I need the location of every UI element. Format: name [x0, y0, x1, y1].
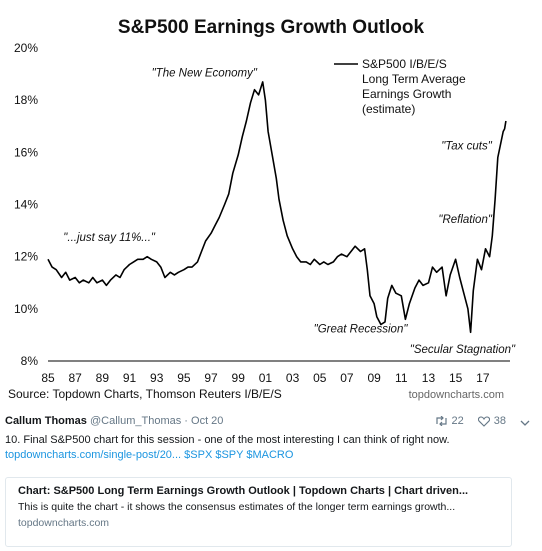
tweet: Callum Thomas @Callum_Thomas · Oct 20 22…	[0, 405, 542, 551]
retweet-button[interactable]: 22	[435, 415, 464, 427]
y-tick-label: 16%	[14, 145, 38, 159]
heart-icon	[477, 415, 490, 427]
x-tick-label: 11	[395, 371, 408, 385]
legend-line: Long Term Average	[362, 72, 466, 86]
x-tick-label: 15	[449, 371, 463, 385]
author-handle[interactable]: @Callum_Thomas	[89, 415, 182, 427]
more-button[interactable]	[520, 417, 530, 429]
chart-annotation: "Secular Stagnation"	[410, 344, 516, 356]
chart-annotation: "The New Economy"	[152, 68, 258, 80]
x-tick-label: 93	[150, 371, 164, 385]
y-tick-label: 10%	[14, 302, 38, 316]
y-tick-label: 14%	[14, 198, 38, 212]
tweet-date[interactable]: Oct 20	[191, 415, 224, 427]
x-tick-label: 07	[340, 371, 354, 385]
chart-image: S&P500 Earnings Growth Outlook 8% 10% 12% 14…	[8, 17, 516, 401]
legend-line: (estimate)	[362, 102, 415, 116]
x-tick-label: 87	[68, 371, 82, 385]
chevron-down-icon	[520, 420, 530, 426]
legend-line: Earnings Growth	[362, 87, 451, 101]
author-name[interactable]: Callum Thomas	[5, 415, 87, 427]
x-tick-label: 05	[313, 371, 327, 385]
tweet-text: 10. Final S&P500 chart for this session …	[5, 433, 535, 463]
retweet-icon	[435, 416, 447, 426]
y-tick-label: 18%	[14, 93, 38, 107]
legend-line: S&P500 I/B/E/S	[362, 57, 447, 71]
card-title: Chart: S&P500 Long Term Earnings Growth …	[18, 485, 469, 497]
x-tick-label: 09	[367, 371, 381, 385]
like-button[interactable]: 38	[477, 415, 506, 427]
like-count: 38	[493, 415, 506, 427]
x-tick-label: 95	[177, 371, 191, 385]
link-card[interactable]: Chart: S&P500 Long Term Earnings Growth …	[5, 477, 512, 547]
x-tick-label: 01	[259, 371, 273, 385]
chart-annotation: "Tax cuts"	[441, 141, 492, 153]
x-tick-label: 97	[204, 371, 218, 385]
tweet-hashtags[interactable]: $SPX $SPY $MACRO	[184, 449, 294, 461]
x-tick-label: 99	[232, 371, 246, 385]
x-tick-label: 17	[476, 371, 490, 385]
separator: ·	[184, 415, 188, 427]
y-tick-label: 8%	[21, 354, 39, 368]
chart-source: Source: Topdown Charts, Thomson Reuters …	[8, 387, 282, 401]
chart-annotation: "Reflation"	[438, 214, 492, 226]
chart: S&P500 Earnings Growth Outlook 8% 10% 12% 14…	[8, 17, 516, 401]
x-tick-label: 03	[286, 371, 300, 385]
x-tick-label: 91	[123, 371, 137, 385]
x-tick-label: 89	[96, 371, 110, 385]
y-tick-label: 20%	[14, 41, 38, 55]
x-tick-label: 13	[422, 371, 436, 385]
tweet-body: 10. Final S&P500 chart for this session …	[5, 434, 450, 446]
y-tick-label: 12%	[14, 250, 38, 264]
card-domain: topdowncharts.com	[18, 517, 110, 529]
card-description: This is quite the chart - it shows the c…	[18, 501, 456, 513]
chart-title: S&P500 Earnings Growth Outlook	[118, 17, 425, 38]
tweet-header: Callum Thomas @Callum_Thomas · Oct 20	[5, 415, 537, 427]
tweet-link[interactable]: topdowncharts.com/single-post/20...	[5, 449, 182, 461]
series-line	[47, 81, 507, 334]
x-tick-label: 85	[41, 371, 55, 385]
chart-watermark: topdowncharts.com	[409, 389, 504, 401]
tweet-actions: 22 38	[435, 415, 506, 427]
chart-annotation: "Great Recession"	[314, 323, 409, 335]
retweet-count: 22	[451, 415, 464, 427]
chart-annotation: "...just say 11%..."	[63, 232, 156, 244]
